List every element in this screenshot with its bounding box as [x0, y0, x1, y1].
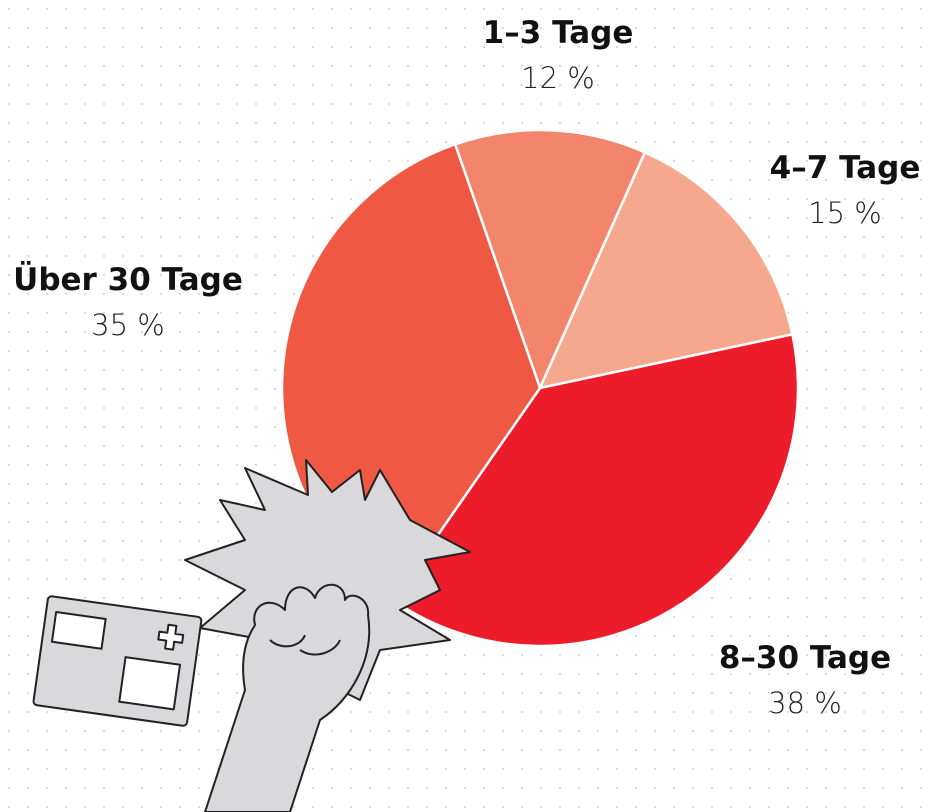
slice-label: Über 30 Tage: [13, 261, 243, 298]
slice-value-label: 12 %: [521, 61, 595, 95]
slice-value-label: 35 %: [91, 308, 165, 342]
slice-label: 4–7 Tage: [770, 150, 921, 186]
slice-label: 1–3 Tage: [483, 15, 634, 51]
slice-value-label: 15 %: [808, 196, 882, 230]
chart: 1–3 Tage 12 % 4–7 Tage 15 % 8–30 Tage 38 % Übe…: [0, 0, 935, 812]
slice-value-label: 38 %: [768, 686, 842, 720]
page: 1–3 Tage 12 % 4–7 Tage 15 % 8–30 Tage 38 % Übe…: [0, 0, 935, 812]
slice-label: 8–30 Tage: [719, 640, 891, 676]
